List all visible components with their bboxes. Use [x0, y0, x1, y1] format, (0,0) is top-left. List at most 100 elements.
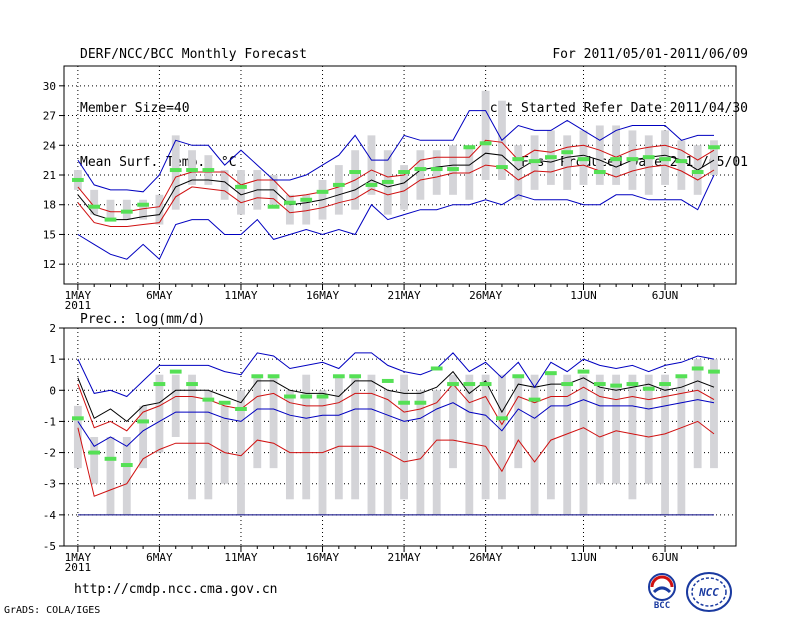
x-tick-label: 16MAY	[306, 289, 339, 302]
observation-mark	[88, 204, 101, 209]
y-tick-label: -3	[43, 478, 56, 491]
observation-mark	[71, 177, 84, 182]
series-outer-band	[77, 174, 715, 261]
range-box	[285, 194, 294, 225]
observation-mark	[708, 369, 720, 374]
observation-mark	[251, 374, 264, 379]
range-box	[628, 374, 637, 500]
bcc-logo-text: BCC	[654, 601, 670, 610]
observation-mark	[626, 382, 639, 387]
y-tick-label: 0	[49, 384, 56, 397]
range-box	[285, 390, 294, 500]
range-box	[155, 374, 164, 453]
observation-mark	[463, 382, 476, 387]
observation-mark	[691, 170, 704, 175]
ncc-logo-ring	[686, 572, 732, 612]
range-box	[530, 374, 539, 515]
y-tick-label: 12	[43, 258, 56, 271]
observation-mark	[430, 167, 443, 172]
observation-mark	[561, 382, 574, 387]
observation-mark	[561, 150, 574, 155]
x-tick-label: 6MAY	[146, 289, 173, 302]
range-box	[351, 374, 360, 500]
range-box	[155, 194, 164, 225]
observation-mark	[169, 369, 182, 374]
ncc-logo-text: NCC	[698, 586, 719, 599]
forecast-start-date: Fcst Started Refer Date 2011/04/30	[481, 101, 748, 116]
observation-mark	[414, 167, 427, 172]
y-tick-label: -1	[43, 415, 56, 428]
range-box	[449, 374, 457, 469]
x-tick-label: 1MAY	[65, 289, 92, 302]
series-inner-band	[77, 164, 715, 227]
x-tick-label: 6JUN	[652, 551, 679, 564]
range-box	[661, 374, 669, 515]
observation-mark	[120, 209, 133, 214]
observation-mark	[398, 400, 410, 405]
range-box	[710, 359, 718, 469]
observation-mark	[496, 165, 508, 170]
source-url[interactable]: http://cmdp.ncc.cma.gov.cn	[74, 582, 278, 597]
observation-mark	[267, 204, 280, 209]
range-box	[171, 374, 180, 437]
observation-mark	[659, 382, 671, 387]
observation-mark	[691, 366, 704, 371]
range-box	[400, 165, 408, 210]
range-box	[188, 150, 196, 185]
observation-mark	[593, 382, 606, 387]
y-tick-label: 30	[43, 80, 56, 93]
range-box	[367, 374, 376, 515]
y-tick-label: 2	[49, 322, 56, 335]
y-tick-label: -2	[43, 447, 56, 460]
range-box	[514, 374, 523, 469]
range-box	[481, 90, 490, 180]
range-box	[579, 374, 588, 515]
y-tick-label: 15	[43, 228, 56, 241]
series-inner-band	[77, 420, 715, 497]
range-box	[644, 374, 653, 484]
range-box	[595, 374, 604, 484]
range-box	[563, 135, 572, 190]
observation-mark	[316, 189, 329, 194]
x-tick-label: 1JUN	[570, 551, 597, 564]
observation-mark	[88, 450, 101, 455]
range-box	[563, 374, 572, 515]
observation-mark	[642, 155, 655, 160]
range-box	[416, 390, 425, 515]
ncc-logo-inner-ring	[691, 577, 727, 607]
observation-mark	[479, 382, 492, 387]
range-box	[302, 374, 311, 500]
y-tick-label: -5	[43, 540, 56, 553]
observation-mark	[479, 141, 492, 146]
range-box	[188, 374, 196, 500]
x-tick-label: 11MAY	[224, 289, 257, 302]
y-tick-label: 18	[43, 199, 56, 212]
range-box	[237, 390, 245, 515]
observation-mark	[71, 416, 84, 421]
y-tick-label: 1	[49, 353, 56, 366]
observation-mark	[447, 382, 459, 387]
x-tick-label: 21MAY	[388, 551, 421, 564]
observation-mark	[593, 170, 606, 175]
observation-mark	[137, 202, 149, 207]
range-box	[514, 145, 523, 200]
x-tick-label: 21MAY	[388, 289, 421, 302]
x-tick-label: 6MAY	[146, 551, 173, 564]
range-box	[710, 140, 718, 175]
observation-mark	[284, 394, 296, 399]
observation-mark	[708, 145, 720, 150]
observation-mark	[381, 378, 394, 383]
observation-mark	[316, 394, 329, 399]
observation-mark	[496, 416, 508, 421]
range-box	[106, 199, 115, 220]
chart-title: DERF/NCC/BCC Monthly Forecast	[80, 47, 307, 62]
observation-mark	[202, 397, 215, 402]
range-box	[481, 374, 490, 500]
observation-mark	[120, 463, 133, 468]
range-box	[106, 437, 115, 515]
observation-mark	[545, 371, 557, 376]
range-box	[498, 374, 506, 500]
range-box	[677, 140, 686, 190]
